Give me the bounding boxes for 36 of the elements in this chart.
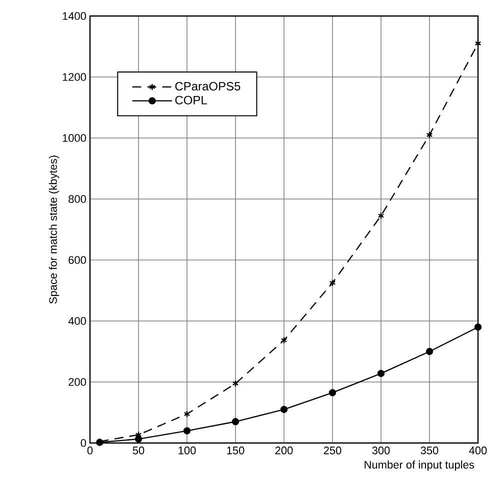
point <box>328 389 336 396</box>
point <box>280 406 288 414</box>
y-tick-label: 200 <box>68 378 86 386</box>
point <box>474 324 482 331</box>
point <box>184 410 190 418</box>
y-tick-label: 400 <box>68 317 86 325</box>
point <box>232 380 239 388</box>
y-axis-title: Space for match state (kbytes) <box>48 156 60 304</box>
point <box>280 336 288 344</box>
point <box>474 40 482 48</box>
x-tick-label: 300 <box>372 446 390 454</box>
x-tick-label: 50 <box>132 446 144 454</box>
x-tick-label: 350 <box>420 446 438 454</box>
point <box>329 279 336 286</box>
legend-label: COPL <box>175 96 207 104</box>
x-tick-label: 150 <box>227 446 244 454</box>
y-tick-label: 0 <box>80 439 86 447</box>
point <box>426 131 433 139</box>
x-tick-label: 400 <box>469 446 487 454</box>
y-tick-label: 1000 <box>62 134 86 142</box>
y-tick-label: 1400 <box>62 12 86 20</box>
point <box>377 370 385 378</box>
point <box>232 418 240 426</box>
x-axis-title: Number of input tuples <box>364 460 474 471</box>
point <box>378 212 384 220</box>
y-tick-label: 1200 <box>62 73 86 81</box>
point <box>183 427 191 434</box>
x-tick-label: 0 <box>87 446 93 454</box>
x-tick-label: 250 <box>324 446 342 454</box>
point <box>426 348 434 356</box>
point <box>134 435 142 443</box>
y-tick-label: 600 <box>68 256 86 264</box>
x-tick-label: 200 <box>275 446 293 454</box>
y-tick-label: 800 <box>68 195 86 203</box>
x-tick-label: 100 <box>178 446 196 454</box>
legend-label: CParaOPS5 <box>175 82 240 90</box>
